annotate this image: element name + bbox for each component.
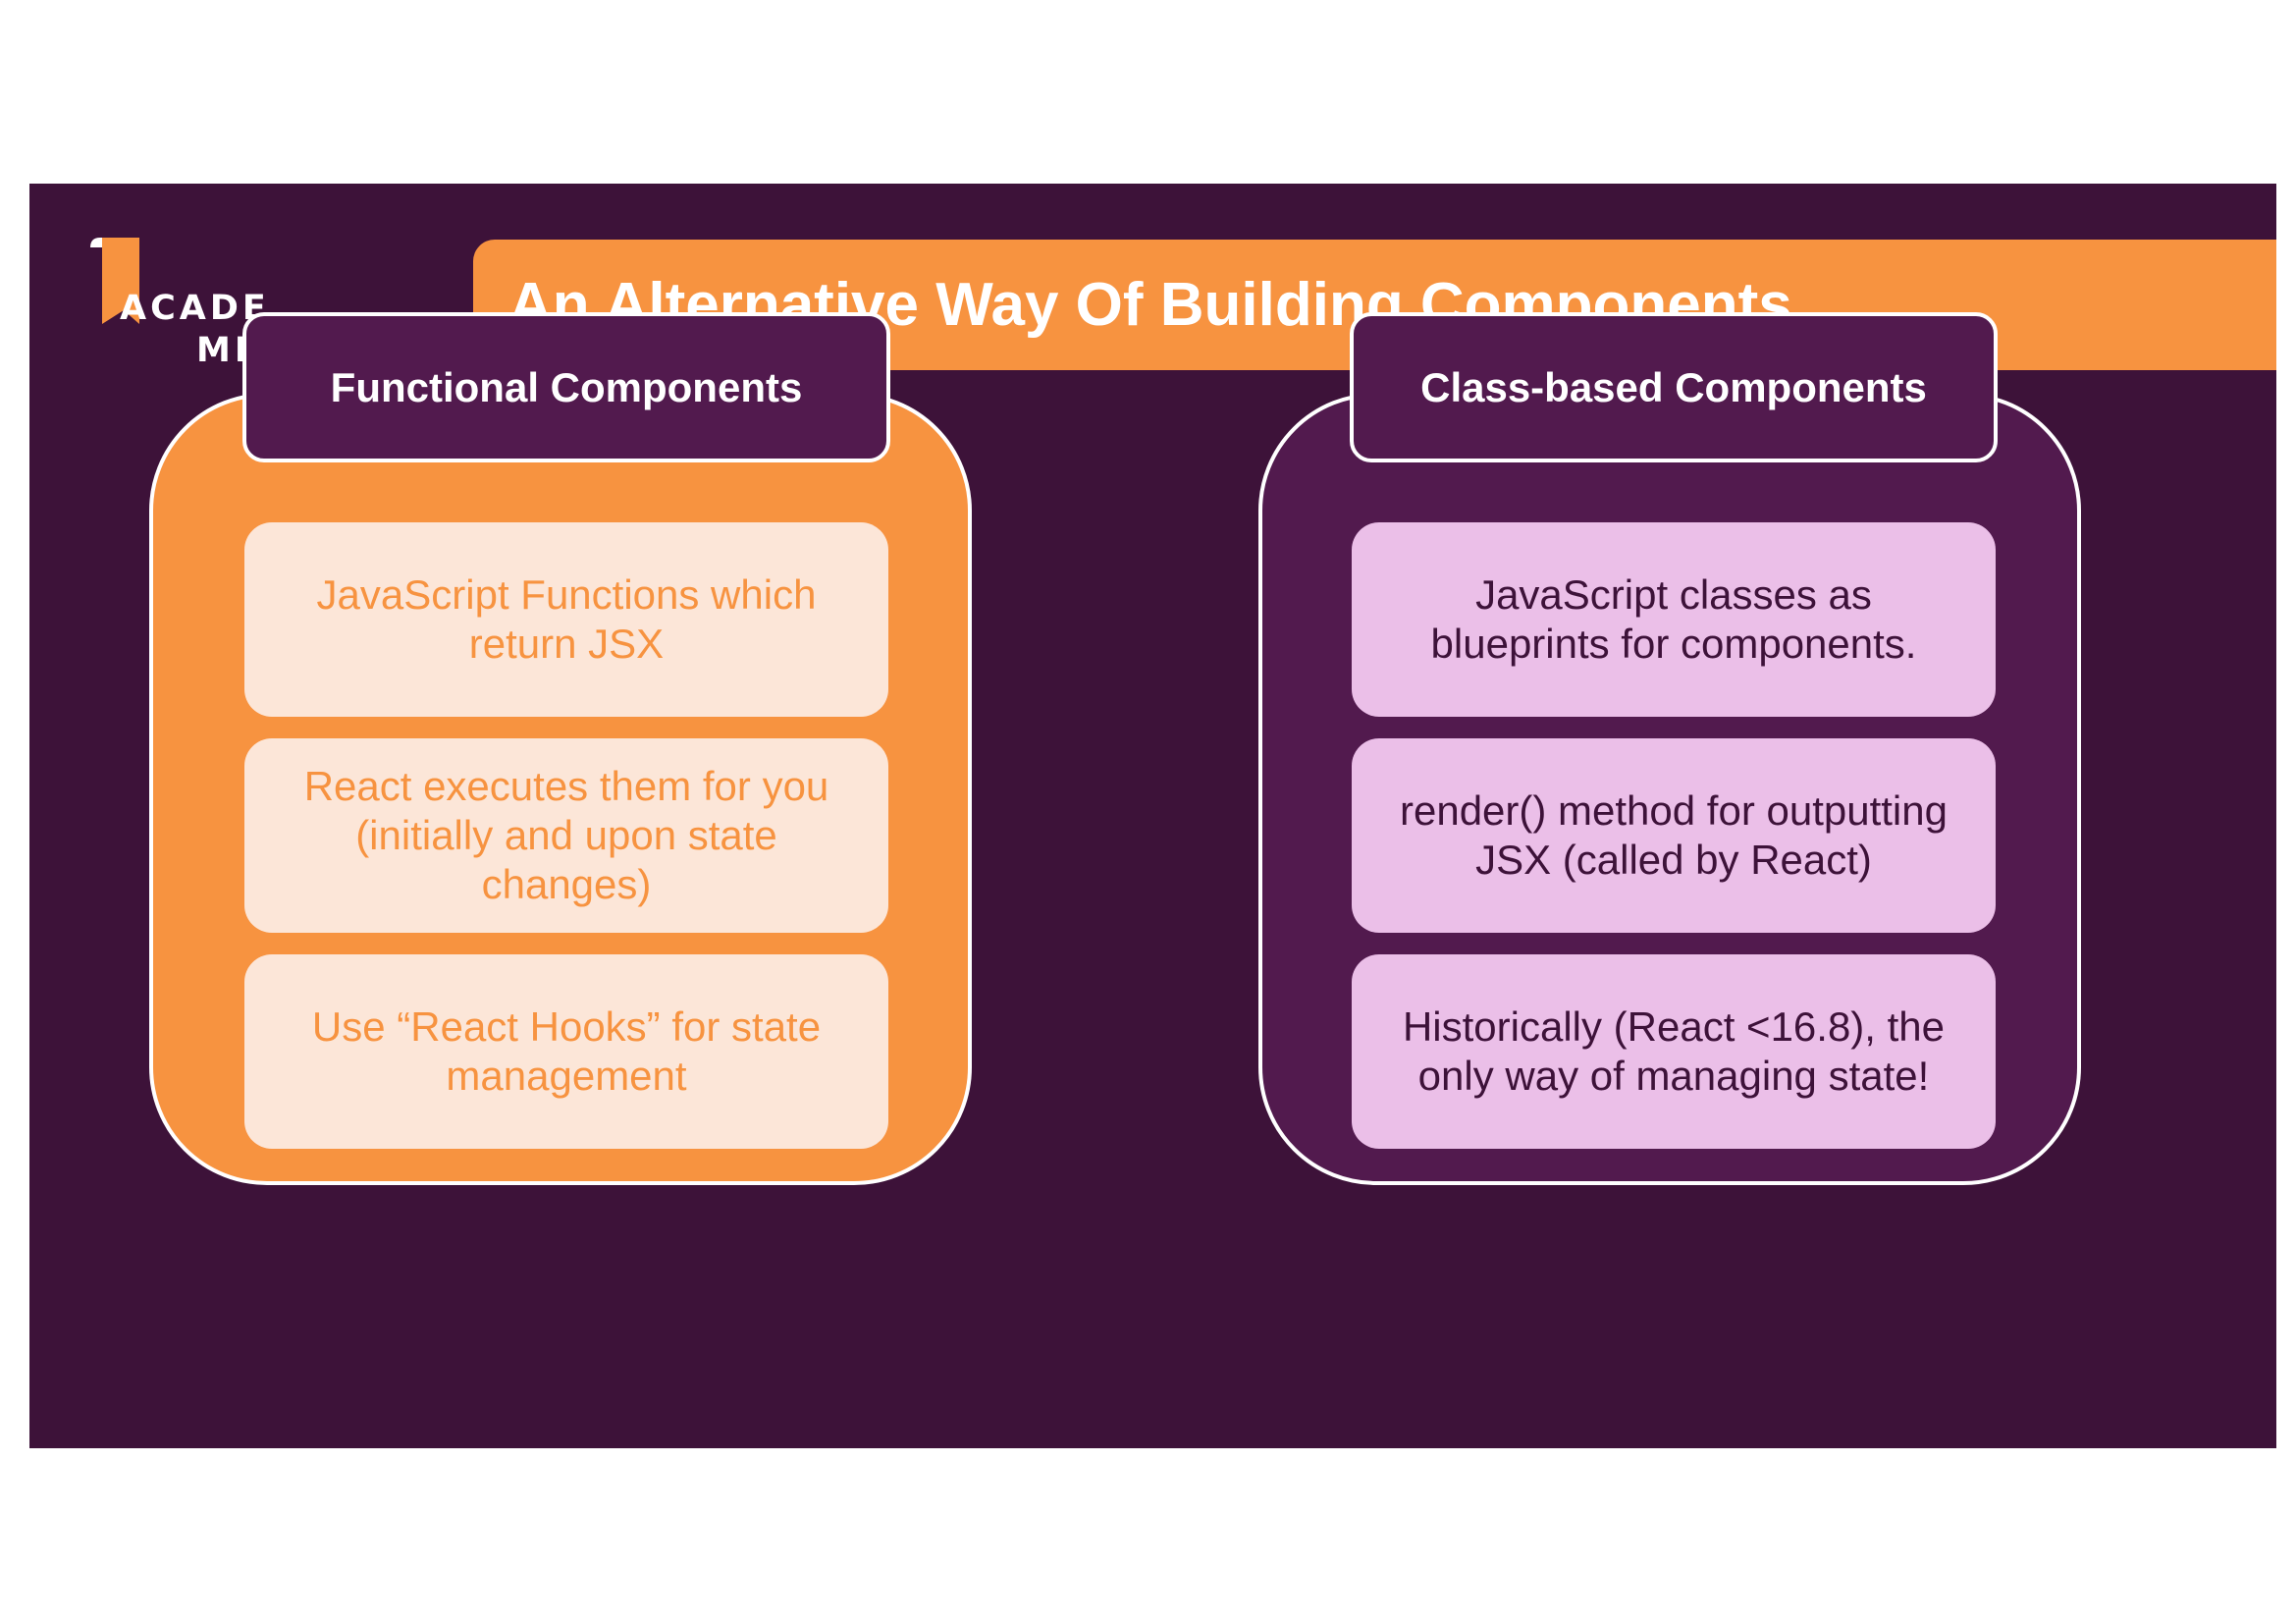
class-components-header: Class-based Components	[1350, 312, 1998, 462]
logo-text-line1: ACADE	[120, 289, 270, 328]
functional-item: Use “React Hooks” for state management	[244, 954, 888, 1149]
functional-components-header: Functional Components	[242, 312, 890, 462]
class-item: JavaScript classes as blueprints for com…	[1352, 522, 1996, 717]
functional-item: React executes them for you (initially a…	[244, 738, 888, 933]
functional-item: JavaScript Functions which return JSX	[244, 522, 888, 717]
class-item: render() method for outputting JSX (call…	[1352, 738, 1996, 933]
class-item: Historically (React <16.8), the only way…	[1352, 954, 1996, 1149]
flag-icon	[90, 238, 139, 324]
